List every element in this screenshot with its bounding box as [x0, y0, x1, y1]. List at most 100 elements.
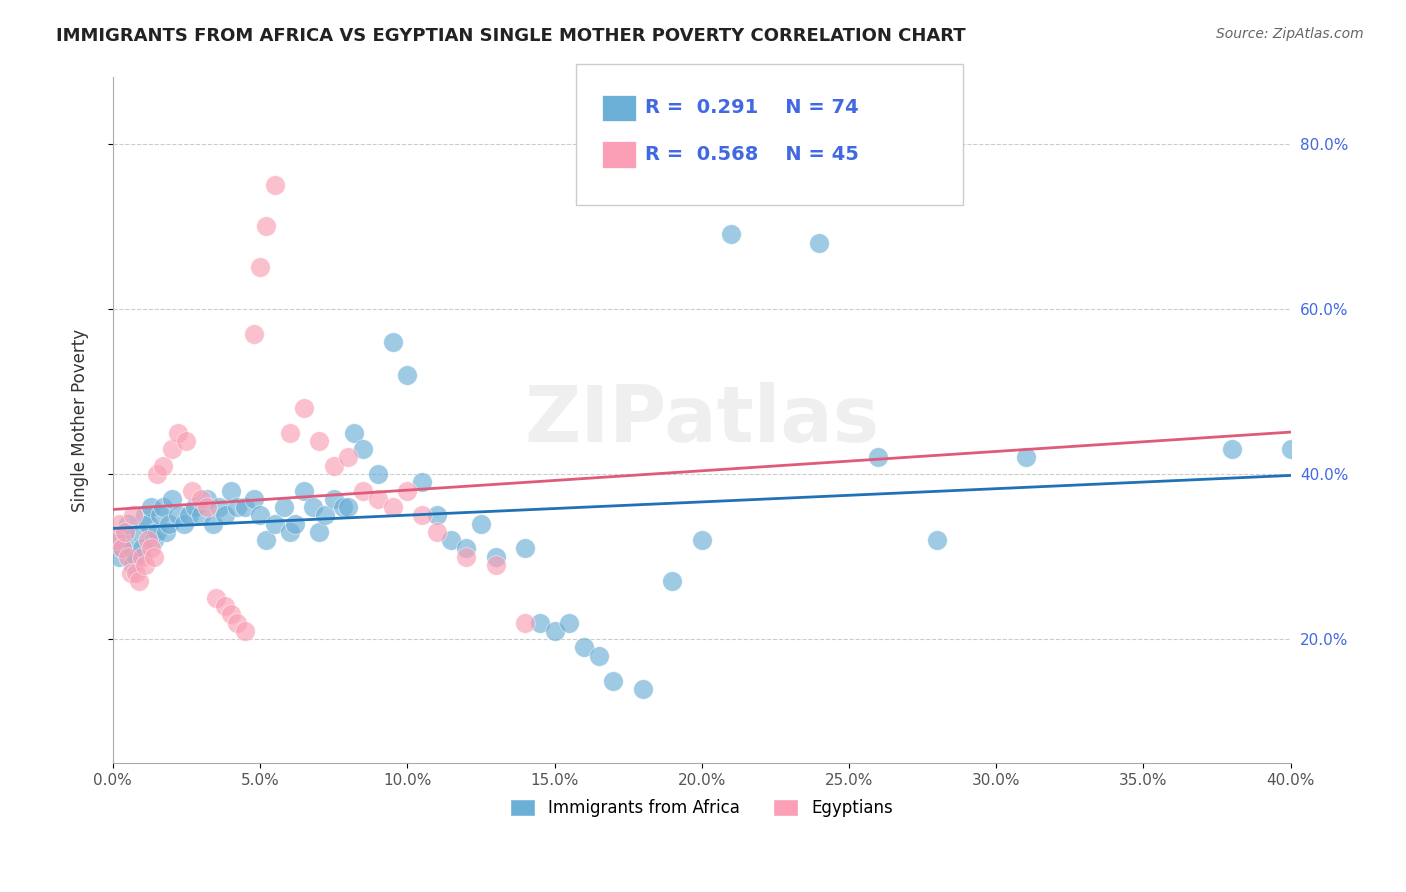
Point: [120, 566, 142, 581]
Text: IMMIGRANTS FROM AFRICA VS EGYPTIAN SINGLE MOTHER POVERTY CORRELATION CHART: IMMIGRANTS FROM AFRICA VS EGYPTIAN SINGL…: [56, 27, 966, 45]
Point: [470, 516, 492, 531]
Point: [205, 591, 228, 605]
Point: [117, 516, 139, 531]
Point: [214, 599, 236, 614]
Point: [337, 450, 360, 465]
Point: [195, 500, 218, 514]
Point: [136, 516, 159, 531]
Point: [243, 491, 266, 506]
Point: [152, 458, 174, 473]
Point: [308, 524, 330, 539]
Point: [235, 500, 257, 514]
Point: [179, 508, 201, 523]
Point: [396, 368, 419, 382]
Point: [173, 516, 195, 531]
Point: [160, 442, 183, 457]
Point: [292, 483, 315, 498]
Point: [114, 524, 136, 539]
Point: [146, 467, 169, 481]
Point: [513, 615, 536, 630]
Point: [529, 615, 551, 630]
Point: [302, 500, 325, 514]
Point: [263, 516, 285, 531]
Text: ZIPatlas: ZIPatlas: [524, 383, 879, 458]
Point: [602, 673, 624, 688]
Point: [143, 533, 166, 547]
Point: [456, 549, 478, 564]
Point: [219, 483, 242, 498]
Point: [128, 524, 150, 539]
Point: [396, 483, 419, 498]
Point: [367, 491, 389, 506]
Point: [190, 508, 212, 523]
Point: [225, 615, 247, 630]
Point: [149, 508, 172, 523]
Point: [690, 533, 713, 547]
Point: [485, 558, 508, 572]
Point: [572, 640, 595, 655]
Point: [661, 574, 683, 589]
Point: [720, 227, 742, 242]
Point: [292, 401, 315, 415]
Point: [254, 219, 277, 234]
Legend: Immigrants from Africa, Egyptians: Immigrants from Africa, Egyptians: [503, 792, 900, 823]
Point: [146, 524, 169, 539]
Point: [322, 491, 344, 506]
Point: [631, 681, 654, 696]
Point: [314, 508, 336, 523]
Point: [117, 549, 139, 564]
Point: [411, 475, 433, 490]
Point: [136, 533, 159, 547]
Point: [440, 533, 463, 547]
Point: [381, 500, 404, 514]
Point: [243, 326, 266, 341]
Point: [485, 549, 508, 564]
Point: [278, 425, 301, 440]
Point: [128, 574, 150, 589]
Point: [208, 500, 231, 514]
Point: [278, 524, 301, 539]
Point: [166, 508, 188, 523]
Point: [131, 549, 153, 564]
Point: [107, 549, 129, 564]
Point: [322, 458, 344, 473]
Point: [426, 524, 449, 539]
Point: [166, 425, 188, 440]
Point: [249, 260, 271, 275]
Point: [367, 467, 389, 481]
Point: [152, 500, 174, 514]
Point: [235, 624, 257, 638]
Point: [122, 508, 145, 523]
Point: [868, 450, 890, 465]
Point: [254, 533, 277, 547]
Point: [157, 516, 180, 531]
Point: [927, 533, 949, 547]
Point: [456, 541, 478, 556]
Text: Source: ZipAtlas.com: Source: ZipAtlas.com: [1216, 27, 1364, 41]
Point: [143, 549, 166, 564]
Point: [107, 516, 129, 531]
Point: [131, 541, 153, 556]
Point: [337, 500, 360, 514]
Point: [219, 607, 242, 622]
Point: [1220, 442, 1243, 457]
Point: [332, 500, 354, 514]
Point: [184, 500, 207, 514]
Point: [513, 541, 536, 556]
Point: [125, 549, 148, 564]
Point: [225, 500, 247, 514]
Point: [181, 483, 204, 498]
Point: [104, 533, 127, 547]
Point: [190, 491, 212, 506]
Point: [120, 541, 142, 556]
Point: [155, 524, 177, 539]
Point: [352, 442, 374, 457]
Point: [214, 508, 236, 523]
Point: [134, 508, 156, 523]
Point: [558, 615, 581, 630]
Point: [1014, 450, 1036, 465]
Point: [134, 558, 156, 572]
Point: [139, 541, 162, 556]
Point: [125, 566, 148, 581]
Point: [543, 624, 565, 638]
